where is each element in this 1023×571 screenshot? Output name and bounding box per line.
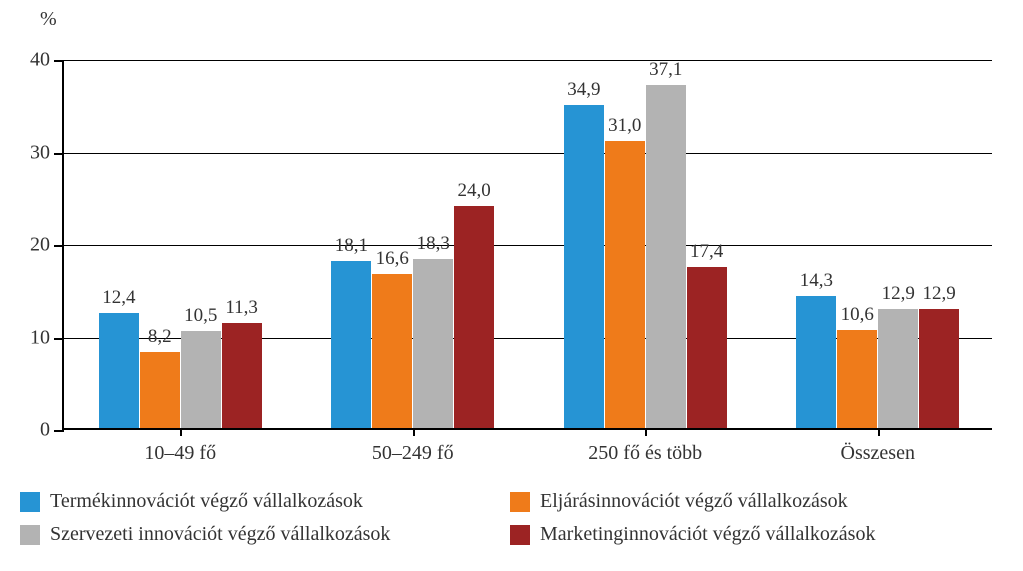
- bar-value-label: 16,6: [376, 248, 409, 270]
- bar-value-label: 10,6: [841, 304, 874, 326]
- xaxis-tick: [878, 428, 880, 436]
- bar-value-label: 18,1: [335, 235, 368, 257]
- xaxis-tick: [645, 428, 647, 436]
- chart-container: % 01020304010–49 fő12,48,210,511,350–249…: [0, 0, 1023, 571]
- legend-item: Szervezeti innovációt végző vállalkozáso…: [20, 523, 510, 546]
- bar-value-label: 24,0: [458, 180, 491, 202]
- gridline: [64, 245, 992, 246]
- yaxis-tick: [54, 60, 64, 62]
- xaxis-tick: [180, 428, 182, 436]
- bar: 8,2: [140, 352, 180, 428]
- yaxis-tick-label: 10: [30, 326, 50, 349]
- bar-value-label: 14,3: [800, 270, 833, 292]
- legend-swatch: [510, 525, 530, 545]
- yaxis-tick-label: 20: [30, 234, 50, 257]
- xaxis-category-label: Összesen: [841, 442, 915, 465]
- legend-swatch: [20, 525, 40, 545]
- bar: 24,0: [454, 206, 494, 428]
- bar-value-label: 34,9: [567, 79, 600, 101]
- legend-label: Szervezeti innovációt végző vállalkozáso…: [50, 523, 390, 546]
- bar: 14,3: [796, 296, 836, 428]
- bar: 11,3: [222, 323, 262, 428]
- legend-label: Termékinnovációt végző vállalkozások: [50, 490, 363, 513]
- gridline: [64, 60, 992, 61]
- yaxis-tick-label: 30: [30, 141, 50, 164]
- yaxis-tick: [54, 245, 64, 247]
- bar-value-label: 12,9: [923, 283, 956, 305]
- bar-value-label: 8,2: [148, 326, 172, 348]
- yaxis-tick: [54, 430, 64, 432]
- bar: 12,9: [878, 309, 918, 428]
- bar: 18,1: [331, 261, 371, 428]
- bar-value-label: 12,9: [882, 283, 915, 305]
- bar-value-label: 12,4: [102, 287, 135, 309]
- bar-value-label: 18,3: [417, 233, 450, 255]
- bar: 18,3: [413, 259, 453, 428]
- bar: 16,6: [372, 274, 412, 428]
- legend-label: Marketinginnovációt végző vállalkozások: [540, 523, 875, 546]
- yaxis-tick-label: 0: [40, 419, 50, 442]
- bar-value-label: 37,1: [649, 59, 682, 81]
- plot-area: 01020304010–49 fő12,48,210,511,350–249 f…: [62, 60, 992, 430]
- bar-value-label: 17,4: [690, 241, 723, 263]
- gridline: [64, 153, 992, 154]
- bar: 17,4: [687, 267, 727, 428]
- yaxis-tick: [54, 153, 64, 155]
- legend-item: Eljárásinnovációt végző vállalkozások: [510, 490, 1000, 513]
- bar-value-label: 10,5: [184, 305, 217, 327]
- xaxis-category-label: 250 fő és több: [588, 442, 702, 465]
- legend-swatch: [510, 492, 530, 512]
- bar: 10,6: [837, 330, 877, 428]
- xaxis-category-label: 50–249 fő: [372, 442, 454, 465]
- yaxis-tick-label: 40: [30, 49, 50, 72]
- bar: 10,5: [181, 331, 221, 428]
- bar: 37,1: [646, 85, 686, 428]
- xaxis-category-label: 10–49 fő: [144, 442, 216, 465]
- bar: 12,9: [919, 309, 959, 428]
- bar-value-label: 31,0: [608, 115, 641, 137]
- legend-label: Eljárásinnovációt végző vállalkozások: [540, 490, 848, 513]
- bar: 34,9: [564, 105, 604, 428]
- xaxis-tick: [413, 428, 415, 436]
- bar: 12,4: [99, 313, 139, 428]
- bar: 31,0: [605, 141, 645, 428]
- legend-item: Termékinnovációt végző vállalkozások: [20, 490, 510, 513]
- yaxis-tick: [54, 338, 64, 340]
- yaxis-unit-label: %: [40, 8, 57, 31]
- legend-swatch: [20, 492, 40, 512]
- bar-value-label: 11,3: [225, 297, 258, 319]
- legend-item: Marketinginnovációt végző vállalkozások: [510, 523, 1000, 546]
- legend: Termékinnovációt végző vállalkozások Eljá…: [20, 490, 1000, 556]
